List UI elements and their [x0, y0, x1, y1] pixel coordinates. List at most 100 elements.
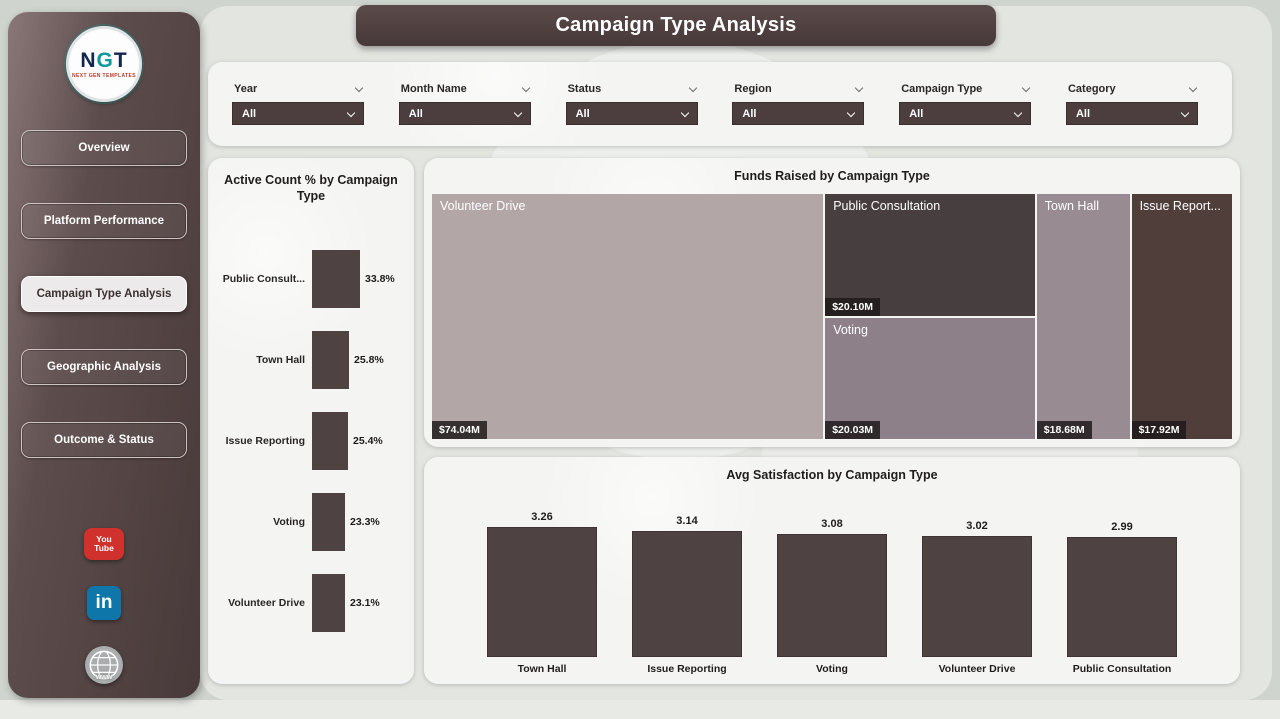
- filter-month-name: Month Name All: [398, 83, 531, 125]
- sidebar-nav: Overview Platform Performance Campaign T…: [8, 130, 200, 458]
- column-bar-issue-reporting[interactable]: [632, 531, 742, 657]
- category-dropdown[interactable]: All: [1065, 102, 1198, 125]
- column-group: 3.26 Town Hall: [487, 511, 597, 675]
- chevron-down-icon[interactable]: [688, 83, 697, 93]
- column-bar-voting[interactable]: [777, 534, 887, 657]
- sidebar-item-label: Platform Performance: [43, 215, 165, 227]
- treemap-tile-value: $20.03M: [825, 421, 881, 439]
- month-name-dropdown[interactable]: All: [398, 102, 531, 125]
- column-bar-town-hall[interactable]: [487, 527, 597, 657]
- treemap-tile-label: Town Hall: [1044, 199, 1099, 213]
- treemap-tile-value: $74.04M: [432, 421, 487, 439]
- globe-www-text: www: [95, 674, 113, 681]
- hbar-category-label: Town Hall: [256, 353, 305, 366]
- sidebar-item-campaign-type-analysis[interactable]: Campaign Type Analysis: [21, 276, 187, 312]
- filter-bar: Year All Month Name All Status All Regio…: [208, 62, 1232, 146]
- region-dropdown[interactable]: All: [732, 102, 865, 125]
- year-dropdown[interactable]: All: [232, 102, 364, 125]
- treemap-tile-voting[interactable]: Voting $20.03M: [825, 317, 1035, 439]
- column-bar-public-consultation[interactable]: [1067, 537, 1177, 657]
- hbar-voting[interactable]: [312, 493, 345, 551]
- active-count-panel: Active Count % by Campaign Type Public C…: [208, 158, 414, 684]
- sidebar-item-label: Campaign Type Analysis: [36, 288, 172, 300]
- chevron-down-icon: [680, 108, 689, 117]
- hbar-issue-reporting[interactable]: [312, 412, 348, 470]
- filter-label: Month Name: [400, 83, 467, 95]
- hbar-town-hall[interactable]: [312, 331, 349, 389]
- dropdown-value: All: [575, 107, 590, 120]
- column-value-label: 3.02: [966, 520, 988, 532]
- filter-campaign-type: Campaign Type All: [899, 83, 1032, 125]
- globe-graphic: [89, 650, 119, 680]
- status-dropdown[interactable]: All: [565, 102, 698, 125]
- chevron-down-icon: [346, 108, 356, 117]
- footer-strip: [0, 700, 1280, 719]
- chevron-down-icon[interactable]: [855, 83, 864, 93]
- treemap-tile-issue-reporting[interactable]: Issue Report... $17.92M: [1131, 194, 1232, 439]
- hbar-row: Voting 23.3%: [208, 482, 414, 563]
- hbar-category-label: Voting: [273, 515, 305, 528]
- treemap-tile-town-hall[interactable]: Town Hall $18.68M: [1036, 194, 1130, 439]
- sidebar-item-label: Outcome & Status: [54, 434, 154, 446]
- social-links: You Tube in www: [8, 528, 200, 684]
- hbar-category-label: Public Consult...: [222, 272, 305, 285]
- treemap-chart: Volunteer Drive $74.04M Public Consultat…: [432, 194, 1232, 439]
- treemap-tile-value: $20.10M: [825, 297, 881, 316]
- column-group: 3.02 Volunteer Drive: [922, 520, 1032, 675]
- hbar-value-label: 23.1%: [350, 597, 380, 609]
- filter-label: Status: [567, 83, 602, 95]
- logo-letter-g: G: [96, 48, 114, 72]
- hbar-value-label: 33.8%: [365, 273, 395, 285]
- hbar-row: Volunteer Drive 23.1%: [208, 563, 414, 644]
- treemap-tile-label: Voting: [833, 322, 868, 337]
- treemap-tile-public-consultation[interactable]: Public Consultation $20.10M: [825, 194, 1035, 316]
- ngt-logo-subtext: NEXT GEN TEMPLATES: [71, 72, 137, 79]
- column-value-label: 3.14: [676, 515, 698, 527]
- chevron-down-icon[interactable]: [354, 83, 364, 93]
- youtube-icon-text: You Tube: [94, 534, 114, 553]
- treemap-tile-label: Issue Report...: [1139, 199, 1221, 213]
- hbar-public-consultation[interactable]: [312, 250, 360, 308]
- filter-region: Region All: [732, 83, 865, 125]
- logo-letter-t: T: [113, 48, 128, 72]
- column-value-label: 2.99: [1111, 521, 1133, 533]
- column-bar-volunteer-drive[interactable]: [922, 536, 1032, 657]
- sidebar-item-platform-performance[interactable]: Platform Performance: [21, 203, 187, 239]
- sidebar-item-outcome-status[interactable]: Outcome & Status: [21, 422, 187, 458]
- page-title: Campaign Type Analysis: [555, 14, 797, 36]
- hbar-category-label: Issue Reporting: [225, 434, 305, 447]
- column-chart: 3.26 Town Hall 3.14 Issue Reporting 3.08…: [424, 511, 1240, 675]
- column-group: 3.14 Issue Reporting: [632, 515, 742, 675]
- sidebar-item-geographic-analysis[interactable]: Geographic Analysis: [21, 349, 187, 385]
- funds-raised-panel: Funds Raised by Campaign Type Volunteer …: [424, 158, 1240, 447]
- dropdown-value: All: [242, 107, 257, 120]
- treemap-tile-volunteer-drive[interactable]: Volunteer Drive $74.04M: [432, 194, 824, 439]
- treemap-tile-value: $18.68M: [1036, 421, 1092, 439]
- column-category-label: Public Consultation: [1072, 663, 1172, 675]
- chevron-down-icon: [1180, 108, 1190, 117]
- youtube-icon[interactable]: You Tube: [84, 528, 124, 560]
- linkedin-icon-text: in: [95, 592, 113, 613]
- filter-label: Year: [234, 83, 258, 95]
- campaign-type-dropdown[interactable]: All: [899, 102, 1032, 125]
- chevron-down-icon[interactable]: [1021, 83, 1031, 93]
- filter-category: Category All: [1065, 83, 1198, 125]
- chevron-down-icon[interactable]: [1188, 83, 1198, 93]
- linkedin-icon[interactable]: in: [87, 586, 121, 620]
- chevron-down-icon[interactable]: [521, 83, 531, 93]
- hbar-volunteer-drive[interactable]: [312, 574, 345, 632]
- hbar-row: Issue Reporting 25.4%: [208, 401, 414, 482]
- funds-raised-title: Funds Raised by Campaign Type: [734, 169, 930, 183]
- filter-label: Campaign Type: [901, 83, 983, 95]
- website-globe-icon[interactable]: www: [85, 646, 123, 684]
- sidebar: NGT NEXT GEN TEMPLATES Overview Platform…: [8, 12, 200, 698]
- hbar-value-label: 25.4%: [353, 435, 383, 447]
- filter-year: Year All: [232, 83, 364, 125]
- sidebar-item-overview[interactable]: Overview: [21, 130, 187, 166]
- dropdown-value: All: [1075, 107, 1091, 120]
- column-value-label: 3.08: [821, 518, 843, 530]
- hbar-value-label: 25.8%: [354, 354, 384, 366]
- column-group: 3.08 Voting: [777, 518, 887, 675]
- hbar-category-label: Volunteer Drive: [228, 596, 305, 609]
